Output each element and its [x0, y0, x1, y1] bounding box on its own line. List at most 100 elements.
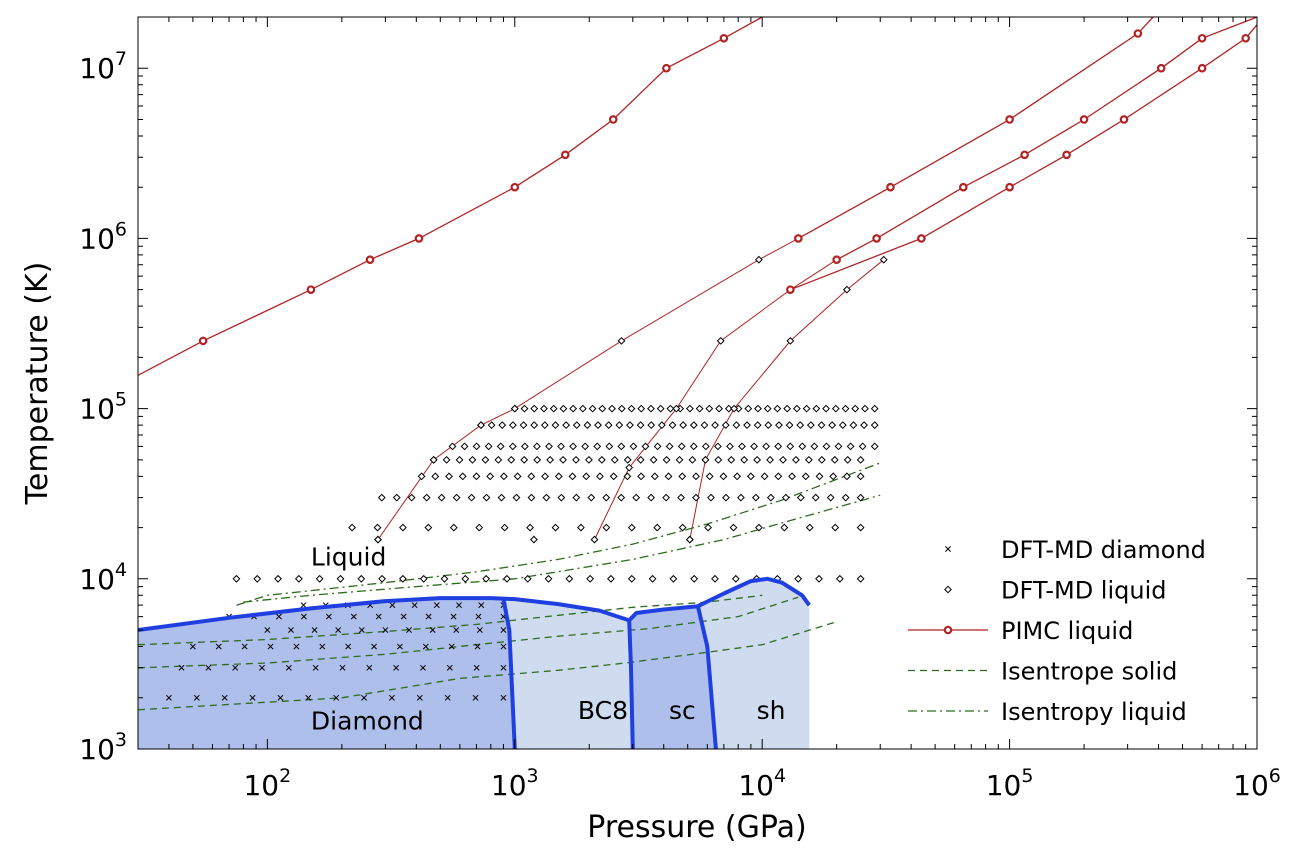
- y-tick-label: 104: [79, 559, 127, 596]
- dft-liquid-point: [602, 523, 611, 532]
- legend-entry-dashdot: Isentropy liquid: [908, 698, 1187, 726]
- dft-liquid-point: [812, 404, 821, 413]
- pimc-point: [917, 234, 926, 243]
- dft-diamond-point: [221, 694, 228, 701]
- dft-liquid-point: [705, 404, 714, 413]
- phase-boundary-1: [501, 598, 517, 749]
- dft-liquid-point: [689, 421, 698, 430]
- dft-liquid-point: [582, 472, 591, 481]
- phase-regions: [138, 578, 810, 749]
- dft-liquid-point: [711, 574, 719, 583]
- dft-diamond-point: [339, 664, 346, 671]
- dft-liquid-point: [232, 574, 241, 583]
- dft-liquid-point: [481, 455, 490, 464]
- dft-liquid-point: [597, 455, 606, 464]
- dft-liquid-point: [637, 404, 646, 413]
- dft-liquid-point: [520, 442, 529, 451]
- dft-liquid-point: [424, 523, 433, 532]
- dft-liquid-point: [762, 442, 771, 451]
- dft-liquid-point: [623, 455, 632, 464]
- dft-liquid-point: [858, 442, 867, 451]
- dft-liquid-point: [572, 455, 580, 464]
- series-line-pimc-1: [797, 17, 1154, 239]
- dft-liquid-point: [526, 523, 534, 532]
- dft-liquid-point: [407, 493, 416, 502]
- dft-liquid-point: [497, 493, 506, 502]
- dft-liquid-point: [487, 421, 496, 430]
- dft-diamond-point: [422, 643, 429, 650]
- dft-liquid-point: [780, 523, 789, 532]
- dft-liquid-point: [677, 493, 685, 502]
- dft-liquid-point: [773, 404, 782, 413]
- dft-diamond-point: [232, 664, 239, 671]
- dft-liquid-point: [843, 472, 851, 481]
- dft-liquid-point: [804, 455, 813, 464]
- dft-liquid-point: [856, 455, 865, 464]
- dft-diamond-point: [478, 602, 485, 609]
- dft-liquid-point: [429, 455, 438, 464]
- dft-liquid-point: [775, 421, 783, 430]
- dft-liquid-point: [455, 455, 464, 464]
- dft-liquid-point: [554, 472, 563, 481]
- pimc-point: [1156, 63, 1166, 73]
- dft-liquid-point: [540, 421, 549, 430]
- dft-liquid-point: [527, 472, 536, 481]
- dft-liquid-point: [545, 442, 553, 451]
- pimc-point: [872, 234, 881, 243]
- legend-label: DFT-MD liquid: [1001, 577, 1166, 605]
- dft-diamond-point: [335, 627, 342, 633]
- phase-boundary-5: [697, 576, 811, 608]
- dft-liquid-point: [774, 472, 783, 481]
- dft-liquid-point: [716, 336, 725, 345]
- dft-liquid-point: [806, 421, 815, 430]
- dft-diamond-point: [472, 694, 479, 701]
- dft-liquid-point: [348, 523, 356, 532]
- dft-liquid-point: [815, 574, 823, 583]
- dft-liquid-point: [785, 421, 794, 430]
- legend: DFT-MD diamond DFT-MD liquid PIMC liquid Is…: [908, 536, 1206, 726]
- dft-liquid-point: [715, 404, 723, 413]
- pimc-point: [1197, 33, 1207, 43]
- dft-diamond-point: [500, 664, 507, 671]
- dft-liquid-point: [746, 472, 755, 481]
- dft-liquid-point: [598, 404, 607, 413]
- dft-diamond-point: [420, 664, 426, 671]
- dft-liquid-point: [583, 421, 592, 430]
- dft-diamond-point: [345, 643, 352, 650]
- dft-liquid-point: [653, 523, 662, 532]
- dft-liquid-point: [442, 455, 451, 464]
- dft-liquid-point: [486, 472, 495, 481]
- dft-liquid-point: [678, 472, 687, 481]
- plot-frame: [137, 16, 1258, 750]
- dft-liquid-point: [610, 455, 619, 464]
- dft-liquid-point: [726, 442, 734, 451]
- dft-diamond-point: [375, 613, 382, 620]
- region-label-bc8: BC8: [578, 696, 628, 725]
- dft-liquid-point: [755, 255, 763, 264]
- dft-liquid-point: [664, 472, 673, 481]
- dft-diamond-point: [193, 694, 200, 701]
- dft-liquid-point: [519, 421, 528, 430]
- dft-liquid-point: [274, 574, 282, 583]
- dft-liquid-point: [796, 493, 805, 502]
- legend-label: Isentropy liquid: [1001, 698, 1187, 726]
- x-tick-label: 106: [1233, 765, 1281, 802]
- dft-liquid-point: [484, 442, 493, 451]
- dft-liquid-point: [460, 442, 469, 451]
- dft-diamond-point: [288, 627, 294, 633]
- dft-liquid-point: [607, 574, 615, 583]
- dft-liquid-point: [626, 421, 634, 430]
- series-line-dashed-8: [138, 596, 799, 669]
- dft-liquid-point: [559, 455, 567, 464]
- dft-liquid-point: [689, 442, 698, 451]
- y-axis-label: Temperature (K): [20, 262, 55, 506]
- dft-diamond-point: [500, 627, 507, 633]
- dft-liquid-point: [609, 472, 618, 481]
- dft-diamond-point: [425, 613, 432, 620]
- dft-diamond-point: [333, 694, 340, 701]
- dft-diamond-point: [475, 613, 482, 620]
- dft-diamond-point: [371, 643, 378, 650]
- dft-liquid-point: [740, 455, 749, 464]
- dft-liquid-point: [572, 421, 581, 430]
- dft-liquid-point: [593, 442, 602, 451]
